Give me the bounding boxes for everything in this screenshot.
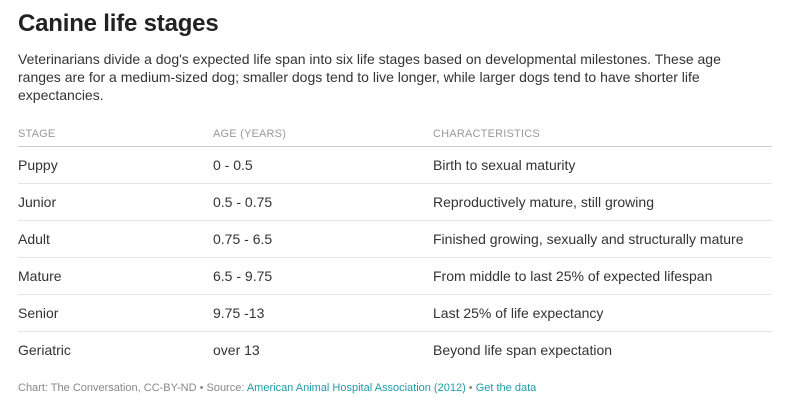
cell-stage: Junior bbox=[18, 183, 213, 221]
chart-credit: Chart: The Conversation, CC-BY-ND bbox=[18, 382, 197, 394]
cell-age: 0.75 - 6.5 bbox=[213, 220, 433, 258]
footer-separator: • bbox=[465, 382, 476, 394]
life-stages-table: STAGE AGE (YEARS) CHARACTERISTICS Puppy … bbox=[18, 126, 772, 368]
cell-stage: Geriatric bbox=[18, 342, 71, 358]
cell-stage: Mature bbox=[18, 257, 213, 295]
cell-characteristics: Beyond life span expectation bbox=[433, 342, 613, 358]
cell-characteristics: Birth to sexual maturity bbox=[433, 146, 772, 184]
cell-stage: Senior bbox=[18, 294, 213, 332]
chart-footer: Chart: The Conversation, CC-BY-ND • Sour… bbox=[18, 382, 772, 394]
table-row: Puppy 0 - 0.5 Birth to sexual maturity bbox=[18, 146, 772, 184]
cell-characteristics: Finished growing, sexually and structura… bbox=[433, 220, 772, 258]
cell-age: 0 - 0.5 bbox=[213, 146, 433, 184]
cell-characteristics: Reproductively mature, still growing bbox=[433, 183, 772, 221]
table-row: Geriatric over 13 Beyond life span expec… bbox=[18, 332, 772, 369]
source-link[interactable]: American Animal Hospital Association (20… bbox=[246, 382, 466, 394]
cell-characteristics: Last 25% of life expectancy bbox=[433, 294, 772, 332]
cell-age: 9.75 -13 bbox=[213, 294, 433, 332]
chart-title: Canine life stages bbox=[18, 10, 219, 37]
cell-stage: Adult bbox=[18, 220, 213, 258]
table-row: Senior 9.75 -13 Last 25% of life expecta… bbox=[18, 294, 772, 332]
cell-age: 6.5 - 9.75 bbox=[213, 257, 433, 295]
table-row: Junior 0.5 - 0.75 Reproductively mature,… bbox=[18, 183, 772, 221]
table-header-row: STAGE AGE (YEARS) CHARACTERISTICS bbox=[18, 126, 772, 147]
get-the-data-link[interactable]: Get the data bbox=[475, 382, 537, 394]
cell-age: 0.5 - 0.75 bbox=[213, 183, 433, 221]
column-header-stage: STAGE bbox=[18, 126, 213, 147]
footer-separator: • bbox=[196, 382, 207, 394]
source-prefix: Source: bbox=[206, 382, 247, 394]
cell-age: over 13 bbox=[213, 342, 260, 358]
table-row: Mature 6.5 - 9.75 From middle to last 25… bbox=[18, 257, 772, 295]
cell-characteristics: From middle to last 25% of expected life… bbox=[433, 257, 772, 295]
chart-description: Veterinarians divide a dog's expected li… bbox=[18, 51, 721, 103]
table-row: Adult 0.75 - 6.5 Finished growing, sexua… bbox=[18, 220, 772, 258]
column-header-age: AGE (YEARS) bbox=[213, 126, 433, 147]
column-header-characteristics: CHARACTERISTICS bbox=[433, 126, 772, 147]
cell-stage: Puppy bbox=[18, 146, 213, 184]
